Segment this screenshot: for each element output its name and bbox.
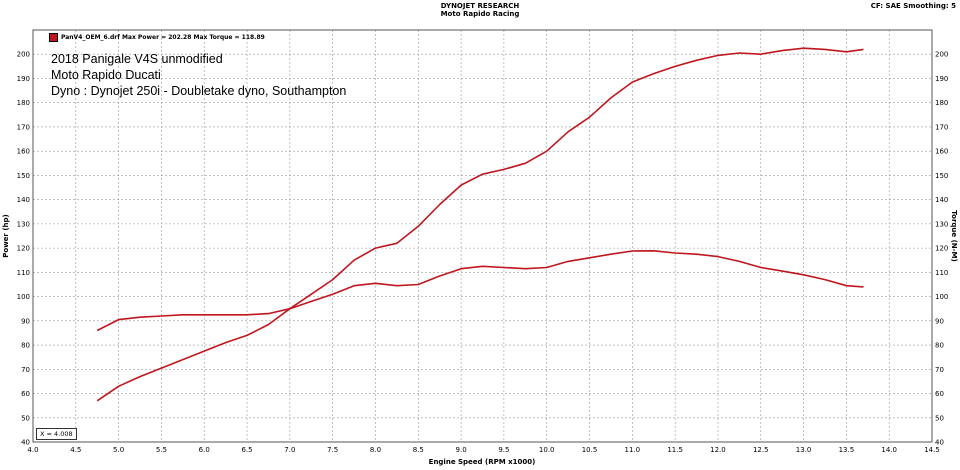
y-tick-label-right: 150 [935,172,948,180]
x-tick-label: 10.0 [539,446,555,454]
y-tick-label-right: 190 [935,75,948,83]
x-tick-label: 5.0 [113,446,124,454]
y-tick-label-right: 170 [935,123,948,131]
y-tick-label-left: 120 [17,245,30,253]
y-tick-label-left: 40 [21,439,30,447]
legend-swatch [49,33,58,42]
y-tick-label-right: 80 [935,342,944,350]
x-tick-label: 6.0 [199,446,210,454]
x-tick-label: 4.5 [70,446,81,454]
annotation-dyno: Dyno : Dynojet 250i - Doubletake dyno, S… [51,84,347,98]
y-tick-label-right: 130 [935,220,948,228]
y-tick-label-left: 140 [17,196,30,204]
x-tick-label: 12.5 [753,446,769,454]
dyno-company-title: DYNOJET RESEARCH [440,2,520,10]
y-tick-label-left: 70 [21,366,30,374]
x-tick-label: 12.0 [710,446,726,454]
y-tick-label-left: 110 [17,269,30,277]
x-tick-label: 13.0 [796,446,812,454]
annotation-shop: Moto Rapido Ducati [51,68,161,82]
y-tick-label-right: 120 [935,245,948,253]
y-tick-label-right: 100 [935,293,948,301]
x-tick-label: 5.5 [156,446,167,454]
y-tick-label-right: 160 [935,148,948,156]
y-tick-label-left: 130 [17,220,30,228]
x-tick-label: 13.5 [839,446,855,454]
y-tick-label-right: 90 [935,317,944,325]
y-tick-label-right: 60 [935,390,944,398]
power-curve [96,47,864,402]
series-lines [96,47,864,402]
y-tick-label-left: 80 [21,342,30,350]
correction-smoothing-label: CF: SAE Smoothing: 5 [870,2,956,10]
y-tick-label-left: 170 [17,123,30,131]
x-tick-label: 11.5 [667,446,683,454]
y-tick-label-left: 200 [17,51,30,59]
y-tick-label-right: 180 [935,99,948,107]
y-tick-label-left: 150 [17,172,30,180]
y-tick-label-right: 140 [935,196,948,204]
cursor-readout: X = 4.008 [36,428,77,440]
y-tick-label-left: 190 [17,75,30,83]
y-tick-label-right: 110 [935,269,948,277]
x-tick-label: 4.0 [27,446,38,454]
y-axis-title-left: Power (hp) [2,214,10,257]
y-tick-label-left: 160 [17,148,30,156]
y-tick-label-right: 40 [935,439,944,447]
plot-frame [32,29,933,443]
y-tick-label-left: 180 [17,99,30,107]
dyno-shop-name: Moto Rapido Racing [440,10,520,18]
x-tick-label: 9.0 [456,446,467,454]
y-tick-label-right: 70 [935,366,944,374]
legend: PanV4_OEM_6.drf Max Power = 202.28 Max T… [49,33,265,42]
y-tick-label-right: 200 [935,51,948,59]
x-tick-label: 8.5 [413,446,424,454]
x-tick-label: 14.0 [881,446,897,454]
x-tick-label: 7.0 [284,446,295,454]
y-tick-label-left: 90 [21,317,30,325]
x-tick-label: 11.0 [625,446,641,454]
x-tick-label: 14.5 [924,446,940,454]
x-axis-title: Engine Speed (RPM x1000) [429,458,536,466]
annotation-bike: 2018 Panigale V4S unmodified [51,52,223,66]
x-tick-label: 10.5 [582,446,598,454]
plot-area [33,30,932,442]
y-tick-label-left: 50 [21,414,30,422]
y-axis-title-right: Torque (N-M) [950,210,958,261]
x-tick-label: 9.5 [498,446,509,454]
y-tick-label-left: 60 [21,390,30,398]
x-tick-label: 8.0 [370,446,381,454]
legend-entry-label: PanV4_OEM_6.drf Max Power = 202.28 Max T… [61,34,265,41]
tick-labels: 4.0 4.5 5.0 5.5 6.0 6.5 7.0 7.5 8.0 8.5 9.0 9.5 10.0… [17,51,949,454]
torque-curve [96,250,864,332]
x-tick-label: 7.5 [327,446,338,454]
y-tick-label-left: 100 [17,293,30,301]
x-tick-label: 6.5 [241,446,252,454]
y-tick-label-right: 50 [935,414,944,422]
